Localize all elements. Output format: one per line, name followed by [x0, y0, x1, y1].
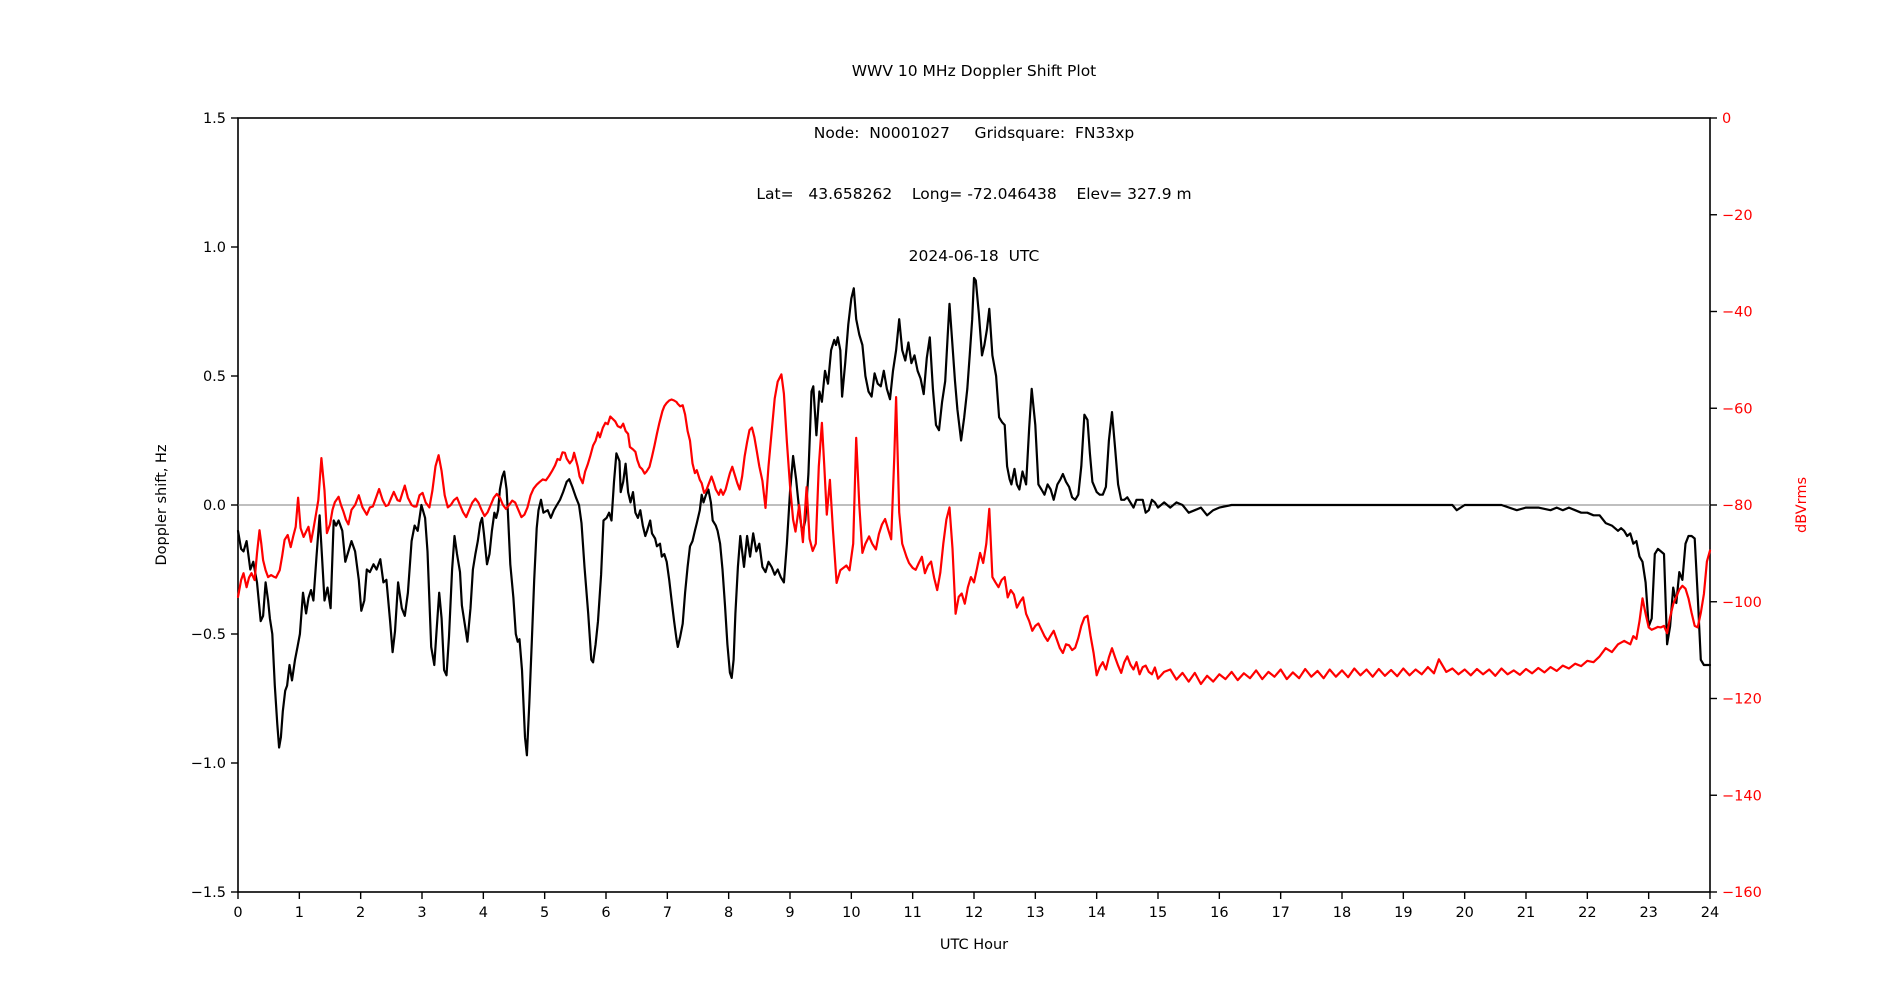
x-tick-label: 17: [1271, 905, 1289, 921]
y-left-tick-label: −1.5: [191, 885, 226, 901]
x-tick-label: 19: [1394, 905, 1412, 921]
x-tick-label: 21: [1517, 905, 1535, 921]
y-right-tick-label: −160: [1722, 885, 1762, 901]
x-tick-label: 5: [540, 905, 549, 921]
y-right-tick-label: −140: [1722, 788, 1762, 804]
right-y-axis-label: dBVrms: [1794, 477, 1810, 533]
y-right-tick-label: −40: [1722, 305, 1753, 321]
dbvrms-series-line: [236, 373, 1712, 686]
y-right-tick-label: −60: [1722, 401, 1753, 417]
x-tick-label: 18: [1333, 905, 1351, 921]
x-tick-label: 9: [785, 905, 794, 921]
x-tick-label: 6: [601, 905, 610, 921]
x-tick-label: 11: [903, 905, 921, 921]
lat-long-elev-subtitle: Lat= 43.658262 Long= -72.046438 Elev= 32…: [756, 185, 1192, 203]
x-tick-label: 0: [233, 905, 242, 921]
left-y-axis-label: Doppler shift, Hz: [154, 444, 170, 565]
figure-title-block: WWV 10 MHz Doppler Shift Plot Node: N000…: [238, 20, 1710, 307]
y-left-tick-label: −0.5: [191, 627, 226, 643]
node-gridsquare-subtitle: Node: N0001027 Gridsquare: FN33xp: [813, 123, 1135, 142]
plot-title: WWV 10 MHz Doppler Shift Plot: [851, 62, 1097, 80]
x-tick-label: 14: [1087, 905, 1105, 921]
x-axis-label: UTC Hour: [940, 937, 1008, 953]
y-left-tick-label: 1.0: [203, 240, 226, 256]
x-tick-label: 22: [1578, 905, 1596, 921]
x-tick-label: 4: [479, 905, 488, 921]
y-right-tick-label: −20: [1722, 208, 1753, 224]
x-tick-label: 23: [1639, 905, 1657, 921]
y-right-tick-label: −100: [1722, 595, 1762, 611]
x-tick-label: 13: [1026, 905, 1044, 921]
x-tick-label: 24: [1701, 905, 1719, 921]
axis-ticks: 0 1 2 3 4 5 6 7 8 9 10 11 12 13 14 15 16 17 18 19 20 21 22 23 24…: [191, 111, 1762, 921]
y-left-tick-label: 1.5: [203, 111, 226, 127]
y-left-tick-label: 0.5: [203, 369, 226, 385]
x-tick-label: 15: [1149, 905, 1167, 921]
x-tick-label: 1: [295, 905, 304, 921]
y-right-tick-label: −120: [1722, 692, 1762, 708]
doppler-series-line: [236, 276, 1712, 757]
x-tick-label: 7: [663, 905, 672, 921]
y-left-tick-label: 0.0: [203, 498, 226, 514]
date-subtitle: 2024-06-18 UTC: [908, 246, 1040, 265]
x-tick-label: 12: [965, 905, 983, 921]
x-tick-label: 10: [842, 905, 860, 921]
y-left-tick-label: −1.0: [191, 756, 226, 772]
x-tick-label: 2: [356, 905, 365, 921]
x-tick-label: 20: [1455, 905, 1473, 921]
x-tick-label: 16: [1210, 905, 1228, 921]
y-right-tick-label: −80: [1722, 498, 1753, 514]
x-tick-label: 3: [417, 905, 426, 921]
x-tick-label: 8: [724, 905, 733, 921]
y-right-tick-label: 0: [1722, 111, 1731, 127]
